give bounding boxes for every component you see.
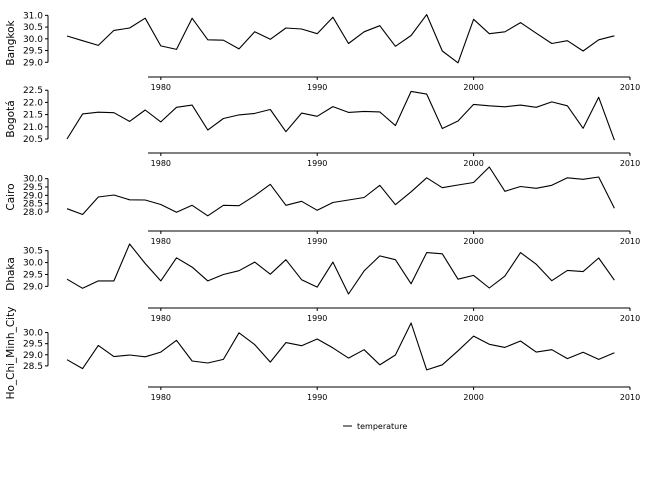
x-tick-label: 2000: [463, 314, 483, 323]
panel-ho-chi-minh-city: 28.529.029.530.0 Ho_Chi_Minh_City 1980 1990…: [5, 307, 640, 402]
y-tick-label: 30.5: [23, 247, 43, 257]
legend-label: temperature: [357, 422, 407, 431]
panel-label-bogot: Bogotá: [5, 100, 17, 137]
series-line-dhaka: [66, 243, 615, 295]
y-tick-label: 30.0: [23, 35, 43, 45]
y-tick-label: 31.0: [23, 11, 43, 21]
panel-label-bangkok: Bangkok: [5, 19, 17, 65]
series-line-cairo: [66, 166, 615, 217]
y-tick-label: 21.0: [23, 123, 43, 133]
y-tick-label: 21.5: [23, 111, 43, 121]
y-tick-label: 29.0: [23, 191, 43, 201]
x-tick-label: 1990: [307, 237, 327, 246]
y-tick-label: 28.0: [23, 208, 43, 218]
y-tick-label: 30.0: [23, 175, 43, 185]
x-tick-label: 2000: [463, 237, 483, 246]
y-tick-label: 20.5: [23, 135, 43, 145]
panel-bangkok: 29.029.5 30.0 30.5 31.0 Bangkok 1980 1990 2000 2…: [5, 11, 640, 92]
y-tick-label: 29.5: [23, 270, 43, 280]
y-tick-label: 30.0: [23, 329, 43, 339]
series-line-bangkok: [66, 14, 615, 64]
x-tick-label: 2010: [620, 314, 640, 323]
x-tick-label: 2000: [463, 393, 483, 402]
y-tick-label: 29.0: [23, 282, 43, 292]
y-tick-label: 30.5: [23, 23, 43, 33]
y-tick-label: 29.5: [23, 340, 43, 350]
x-tick-label: 1980: [151, 237, 171, 246]
x-tick-label: 2010: [620, 83, 640, 92]
y-tick-label: 22.5: [23, 86, 43, 96]
y-tick-label: 29.0: [23, 351, 43, 361]
x-tick-label: 2000: [463, 83, 483, 92]
series-line-bogot: [66, 90, 615, 141]
panel-label-dhaka: Dhaka: [5, 257, 17, 291]
y-tick-label: 22.0: [23, 98, 43, 108]
x-tick-label: 1990: [307, 159, 327, 168]
x-tick-label: 1990: [307, 314, 327, 323]
x-tick-label: 1990: [307, 83, 327, 92]
x-tick-label: 1980: [151, 159, 171, 168]
x-tick-label: 1980: [151, 393, 171, 402]
x-tick-label: 2010: [620, 237, 640, 246]
series-line-ho-chi-minh-city: [66, 322, 615, 371]
panel-bogot: 20.5 21.0 21.5 22.0 22.5 Bogotá 1980 1990 2000 20…: [5, 86, 640, 168]
x-tick-label: 1990: [307, 393, 327, 402]
panel-label-ho-chi-minh-city: Ho_Chi_Minh_City: [5, 307, 17, 400]
x-tick-label: 1980: [151, 314, 171, 323]
x-tick-label: 2010: [620, 159, 640, 168]
y-tick-label: 29.0: [23, 58, 43, 68]
legend: temperature: [343, 422, 407, 431]
panel-dhaka: 29.0 29.530.0 30.5 Dhaka 1980 1990 2000 2010: [5, 243, 640, 323]
y-tick-label: 28.5: [23, 362, 43, 372]
x-tick-label: 2010: [620, 393, 640, 402]
x-tick-label: 1980: [151, 83, 171, 92]
y-tick-label: 29.5: [23, 183, 43, 193]
panel-cairo: 28.028.529.029.530.0 Cairo 1980 1990 2000 201…: [5, 166, 640, 246]
x-tick-label: 2000: [463, 159, 483, 168]
panel-label-cairo: Cairo: [5, 183, 17, 210]
y-tick-label: 29.5: [23, 47, 43, 57]
y-tick-label: 30.0: [23, 259, 43, 269]
y-tick-label: 28.5: [23, 200, 43, 210]
